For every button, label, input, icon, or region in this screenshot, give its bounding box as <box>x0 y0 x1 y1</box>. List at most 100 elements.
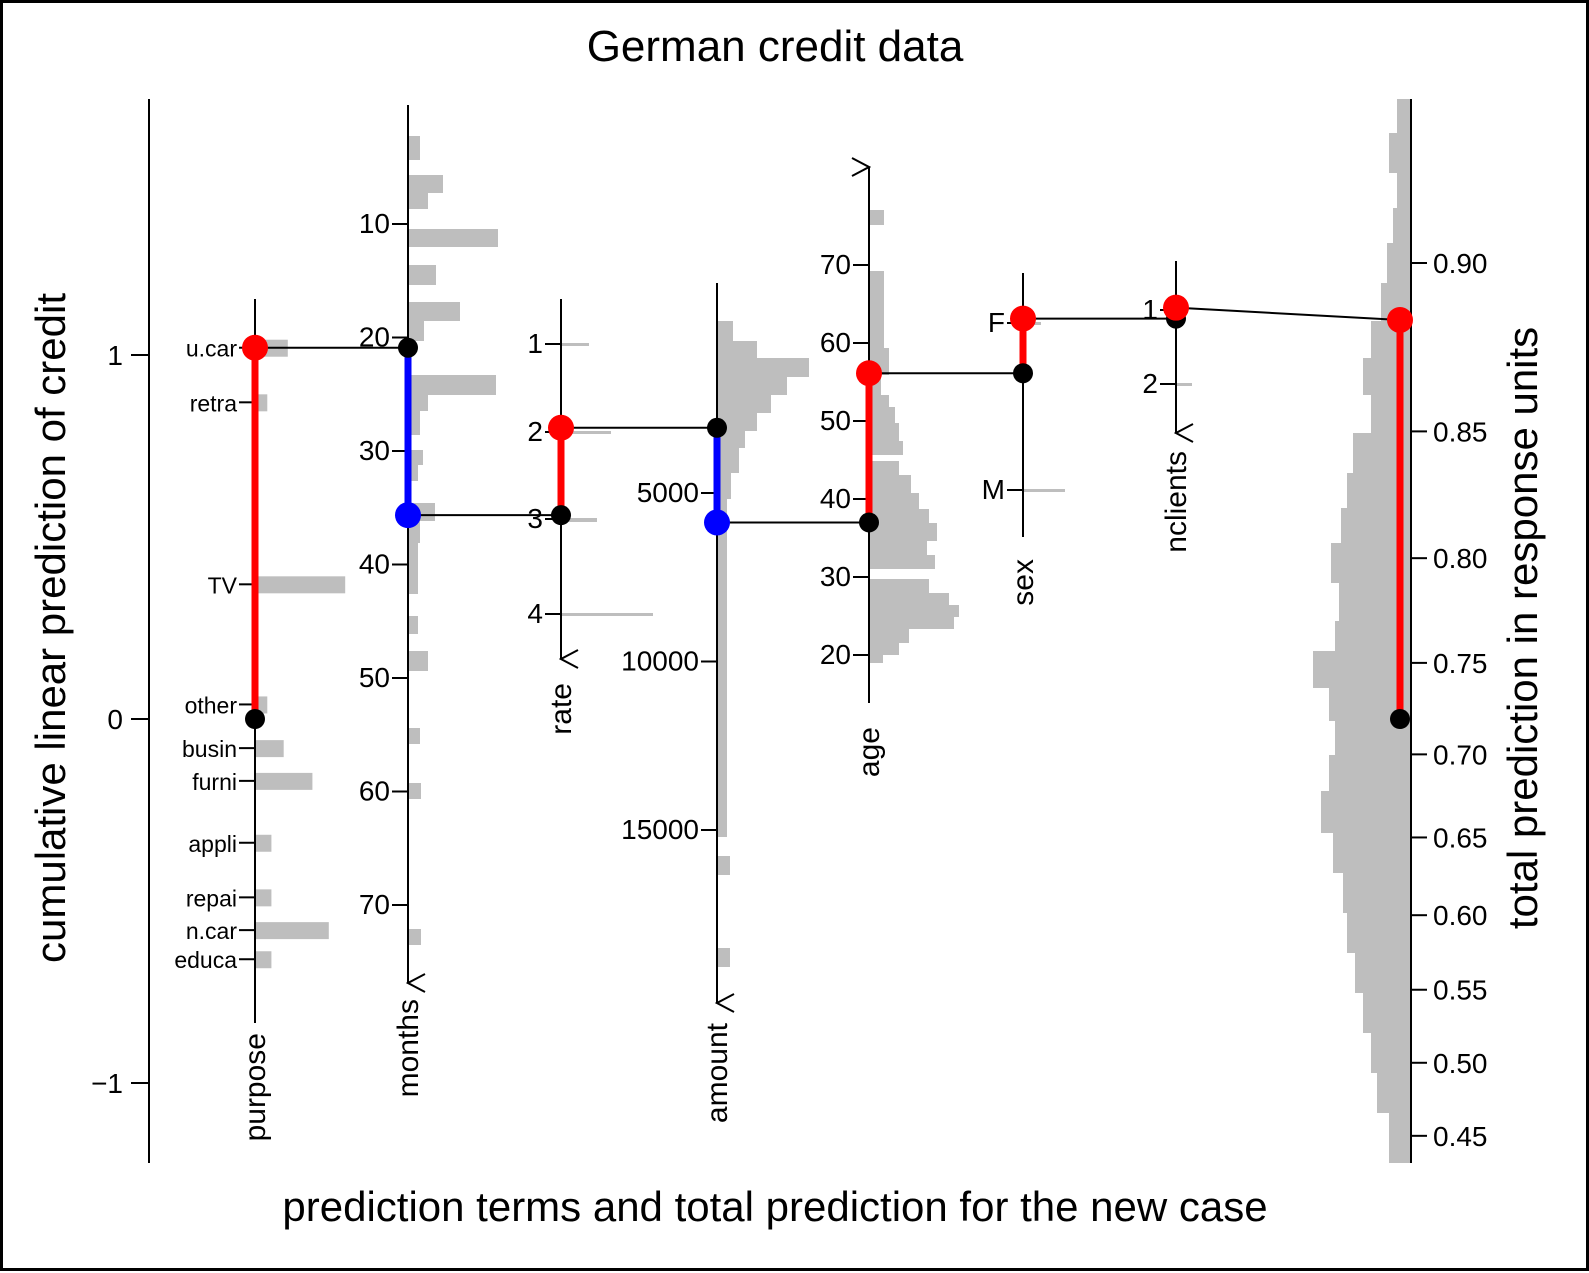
path-end-point <box>1163 294 1189 321</box>
right-axis-tick-label: 0.45 <box>1433 1121 1488 1152</box>
right-axis-tick-label: 0.60 <box>1433 900 1488 931</box>
purpose-level-tick-label: busin <box>182 736 237 762</box>
rate-hist-bar <box>561 613 653 616</box>
path-end-point <box>548 414 574 441</box>
age-hist-bar <box>869 395 889 407</box>
response-hist-bar <box>1363 358 1411 395</box>
path-baseline-point <box>1390 709 1410 729</box>
age-tick-label: 70 <box>820 249 851 280</box>
age-tick-label: 60 <box>820 327 851 358</box>
right-axis-tick-label: 0.85 <box>1433 416 1488 447</box>
age-hist-bar <box>869 210 884 225</box>
response-hist-bar <box>1329 755 1411 791</box>
right-axis-tick-label: 0.70 <box>1433 739 1488 770</box>
age-hist-bar <box>869 579 929 593</box>
age-hist-bar <box>869 555 935 569</box>
response-hist-bar <box>1371 1033 1411 1073</box>
months-label: months <box>392 999 425 1097</box>
left-axis-tick-label: −1 <box>91 1068 123 1099</box>
path-start-point <box>245 709 265 729</box>
months-hist-bar <box>408 567 418 594</box>
response-hist-bar <box>1363 993 1411 1033</box>
age-hist-bar <box>869 523 937 541</box>
right-axis-tick-label: 0.75 <box>1433 648 1488 679</box>
age-hist-bar <box>869 461 899 475</box>
right-axis-title: total prediction in response units <box>1499 327 1546 929</box>
response-hist-bar <box>1355 953 1411 993</box>
age-tick-label: 30 <box>820 561 851 592</box>
amount-hist-bar <box>717 413 757 431</box>
response-hist-bar <box>1397 173 1411 208</box>
x-axis-title: prediction terms and total prediction fo… <box>282 1183 1267 1230</box>
purpose-level-tick-label: appli <box>188 831 237 857</box>
purpose-hist-bar <box>255 772 313 790</box>
months-hist-bar <box>408 302 460 321</box>
age-hist-bar <box>869 271 884 348</box>
months-hist-bar <box>408 543 418 567</box>
response-hist-bar <box>1377 1073 1411 1113</box>
path-start-point <box>398 337 418 358</box>
months-hist-bar <box>408 136 420 160</box>
path-end-point <box>704 509 730 536</box>
months-tick-label: 30 <box>359 435 390 466</box>
purpose-hist-bar <box>255 834 272 852</box>
age-hist-bar <box>869 617 954 629</box>
months-hist-bar <box>408 375 496 395</box>
age-hist-bar <box>869 407 895 423</box>
months-tick-label: 50 <box>359 662 390 693</box>
purpose-level-tick-label: other <box>185 692 238 718</box>
amount-hist-bar <box>717 431 745 448</box>
response-hist-bar <box>1343 873 1411 913</box>
nclients-level-tick-label: 2 <box>1142 368 1158 399</box>
response-hist-bar <box>1347 913 1411 953</box>
purpose-level-tick-label: u.car <box>186 336 237 362</box>
purpose-level-tick-label: n.car <box>186 918 237 944</box>
response-hist-bar <box>1321 791 1411 833</box>
path-end-point <box>395 502 421 529</box>
path-end-point <box>856 360 882 387</box>
months-hist-bar <box>408 321 424 341</box>
age-hist-bar <box>869 643 899 655</box>
rate-label: rate <box>545 683 578 735</box>
purpose-hist-bar <box>255 576 346 594</box>
months-hist-bar <box>408 265 436 285</box>
right-axis-tick-label: 0.80 <box>1433 543 1488 574</box>
rate-level-tick-label: 3 <box>527 503 543 534</box>
age-hist-bar <box>869 629 909 643</box>
purpose-label: purpose <box>239 1033 272 1141</box>
response-hist-bar <box>1387 243 1411 283</box>
purpose-hist-bar <box>255 889 272 907</box>
age-hist-bar <box>869 655 883 663</box>
months-tick-label: 70 <box>359 889 390 920</box>
months-hist-bar <box>408 616 418 634</box>
amount-hist-bar <box>717 543 727 837</box>
purpose-level-tick-label: repai <box>186 885 237 911</box>
age-hist-bar <box>869 423 899 441</box>
path-total-point <box>1387 306 1413 333</box>
months-hist-bar <box>408 783 421 799</box>
purpose-hist-bar <box>255 922 329 940</box>
age-hist-bar <box>869 493 919 509</box>
response-hist-bar <box>1393 208 1411 243</box>
path-connector <box>1175 306 1401 321</box>
months-hist-bar <box>408 450 423 465</box>
age-tick-label: 50 <box>820 405 851 436</box>
response-hist-bar <box>1371 395 1411 433</box>
amount-tick-label: 15000 <box>621 814 699 845</box>
months-hist-bar <box>408 229 498 247</box>
amount-hist-bar <box>717 448 739 473</box>
amount-hist-bar <box>717 948 730 967</box>
nclients-hist-bar <box>1176 383 1192 386</box>
rate-hist-bar <box>561 431 611 434</box>
right-axis-tick-label: 0.90 <box>1433 248 1488 279</box>
amount-label: amount <box>701 1022 734 1123</box>
path-end-point <box>242 334 268 361</box>
path-start-point <box>707 417 727 438</box>
amount-tick-label: 10000 <box>621 646 699 677</box>
prediction-path-layer <box>242 294 1413 729</box>
age-hist-bar <box>869 509 929 523</box>
rate-hist-bar <box>561 343 589 346</box>
nomogram-chart: German credit data prediction terms and … <box>27 22 1546 1230</box>
purpose-level-tick-label: furni <box>192 769 237 795</box>
amount-tick-label: 5000 <box>637 477 699 508</box>
